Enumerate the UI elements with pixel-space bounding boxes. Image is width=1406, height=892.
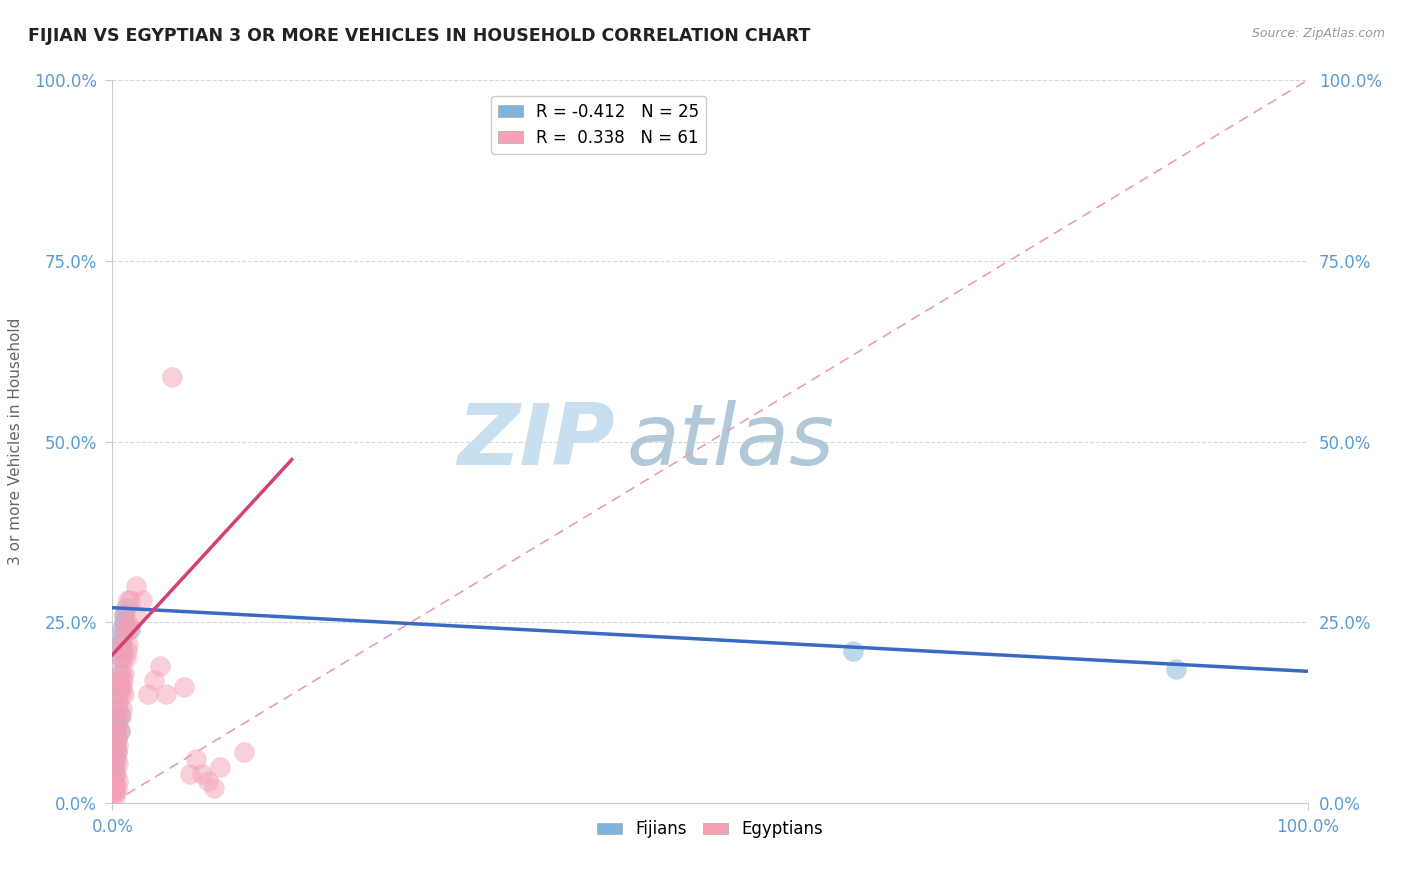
Point: [110, 665, 132, 680]
Point: [186, 752, 208, 766]
Point: [117, 593, 139, 607]
Point: [143, 673, 166, 687]
Point: [108, 723, 131, 738]
Point: [1166, 662, 1188, 676]
Point: [103, 781, 125, 796]
Point: [107, 695, 129, 709]
Point: [105, 767, 128, 781]
Point: [111, 702, 134, 716]
Point: [162, 369, 183, 384]
Text: FIJIAN VS EGYPTIAN 3 OR MORE VEHICLES IN HOUSEHOLD CORRELATION CHART: FIJIAN VS EGYPTIAN 3 OR MORE VEHICLES IN…: [28, 27, 810, 45]
Point: [105, 723, 128, 738]
Point: [105, 716, 128, 731]
Point: [179, 767, 201, 781]
Point: [104, 767, 127, 781]
Point: [114, 607, 135, 622]
Point: [114, 623, 136, 637]
Point: [114, 651, 136, 665]
Point: [107, 702, 129, 716]
Point: [131, 593, 153, 607]
Point: [110, 709, 132, 723]
Point: [111, 623, 134, 637]
Point: [111, 680, 134, 694]
Point: [110, 637, 132, 651]
Point: [104, 738, 127, 752]
Point: [103, 760, 125, 774]
Point: [120, 623, 142, 637]
Point: [104, 778, 127, 792]
Y-axis label: 3 or more Vehicles in Household: 3 or more Vehicles in Household: [8, 318, 22, 566]
Point: [105, 738, 128, 752]
Point: [120, 623, 142, 637]
Point: [114, 615, 135, 630]
Point: [209, 760, 232, 774]
Point: [114, 607, 135, 622]
Point: [115, 644, 138, 658]
Point: [104, 760, 127, 774]
Point: [842, 644, 865, 658]
Point: [105, 745, 128, 759]
Point: [112, 623, 135, 637]
Point: [115, 615, 138, 630]
Point: [105, 752, 128, 766]
Point: [108, 651, 131, 665]
Point: [114, 600, 136, 615]
Point: [112, 651, 135, 665]
Point: [112, 673, 135, 687]
Point: [197, 774, 219, 789]
Point: [105, 723, 128, 738]
Point: [108, 680, 131, 694]
Point: [155, 687, 177, 701]
Point: [117, 637, 139, 651]
Point: [103, 774, 125, 789]
Legend: Fijians, Egyptians: Fijians, Egyptians: [591, 814, 830, 845]
Point: [120, 593, 142, 607]
Point: [104, 752, 127, 766]
Point: [108, 673, 131, 687]
Point: [105, 731, 128, 745]
Point: [108, 709, 131, 723]
Point: [110, 687, 132, 701]
Point: [138, 687, 160, 701]
Point: [107, 774, 129, 789]
Point: [107, 687, 129, 701]
Point: [108, 723, 131, 738]
Point: [111, 637, 134, 651]
Point: [105, 781, 128, 796]
Point: [110, 665, 132, 680]
Point: [105, 785, 128, 799]
Point: [107, 680, 129, 694]
Point: [107, 756, 129, 770]
Point: [104, 789, 127, 803]
Point: [105, 716, 128, 731]
Point: [105, 702, 128, 716]
Point: [110, 651, 132, 665]
Point: [191, 767, 214, 781]
Point: [105, 745, 128, 759]
Point: [233, 745, 256, 759]
Text: atlas: atlas: [627, 400, 834, 483]
Point: [107, 738, 129, 752]
Text: ZIP: ZIP: [457, 400, 614, 483]
Point: [202, 781, 225, 796]
Point: [114, 665, 135, 680]
Point: [103, 785, 125, 799]
Point: [112, 644, 135, 658]
Point: [125, 579, 148, 593]
Text: Source: ZipAtlas.com: Source: ZipAtlas.com: [1251, 27, 1385, 40]
Point: [111, 630, 134, 644]
Point: [110, 637, 132, 651]
Point: [173, 680, 195, 694]
Point: [149, 658, 172, 673]
Point: [105, 731, 128, 745]
Point: [114, 687, 135, 701]
Point: [125, 607, 148, 622]
